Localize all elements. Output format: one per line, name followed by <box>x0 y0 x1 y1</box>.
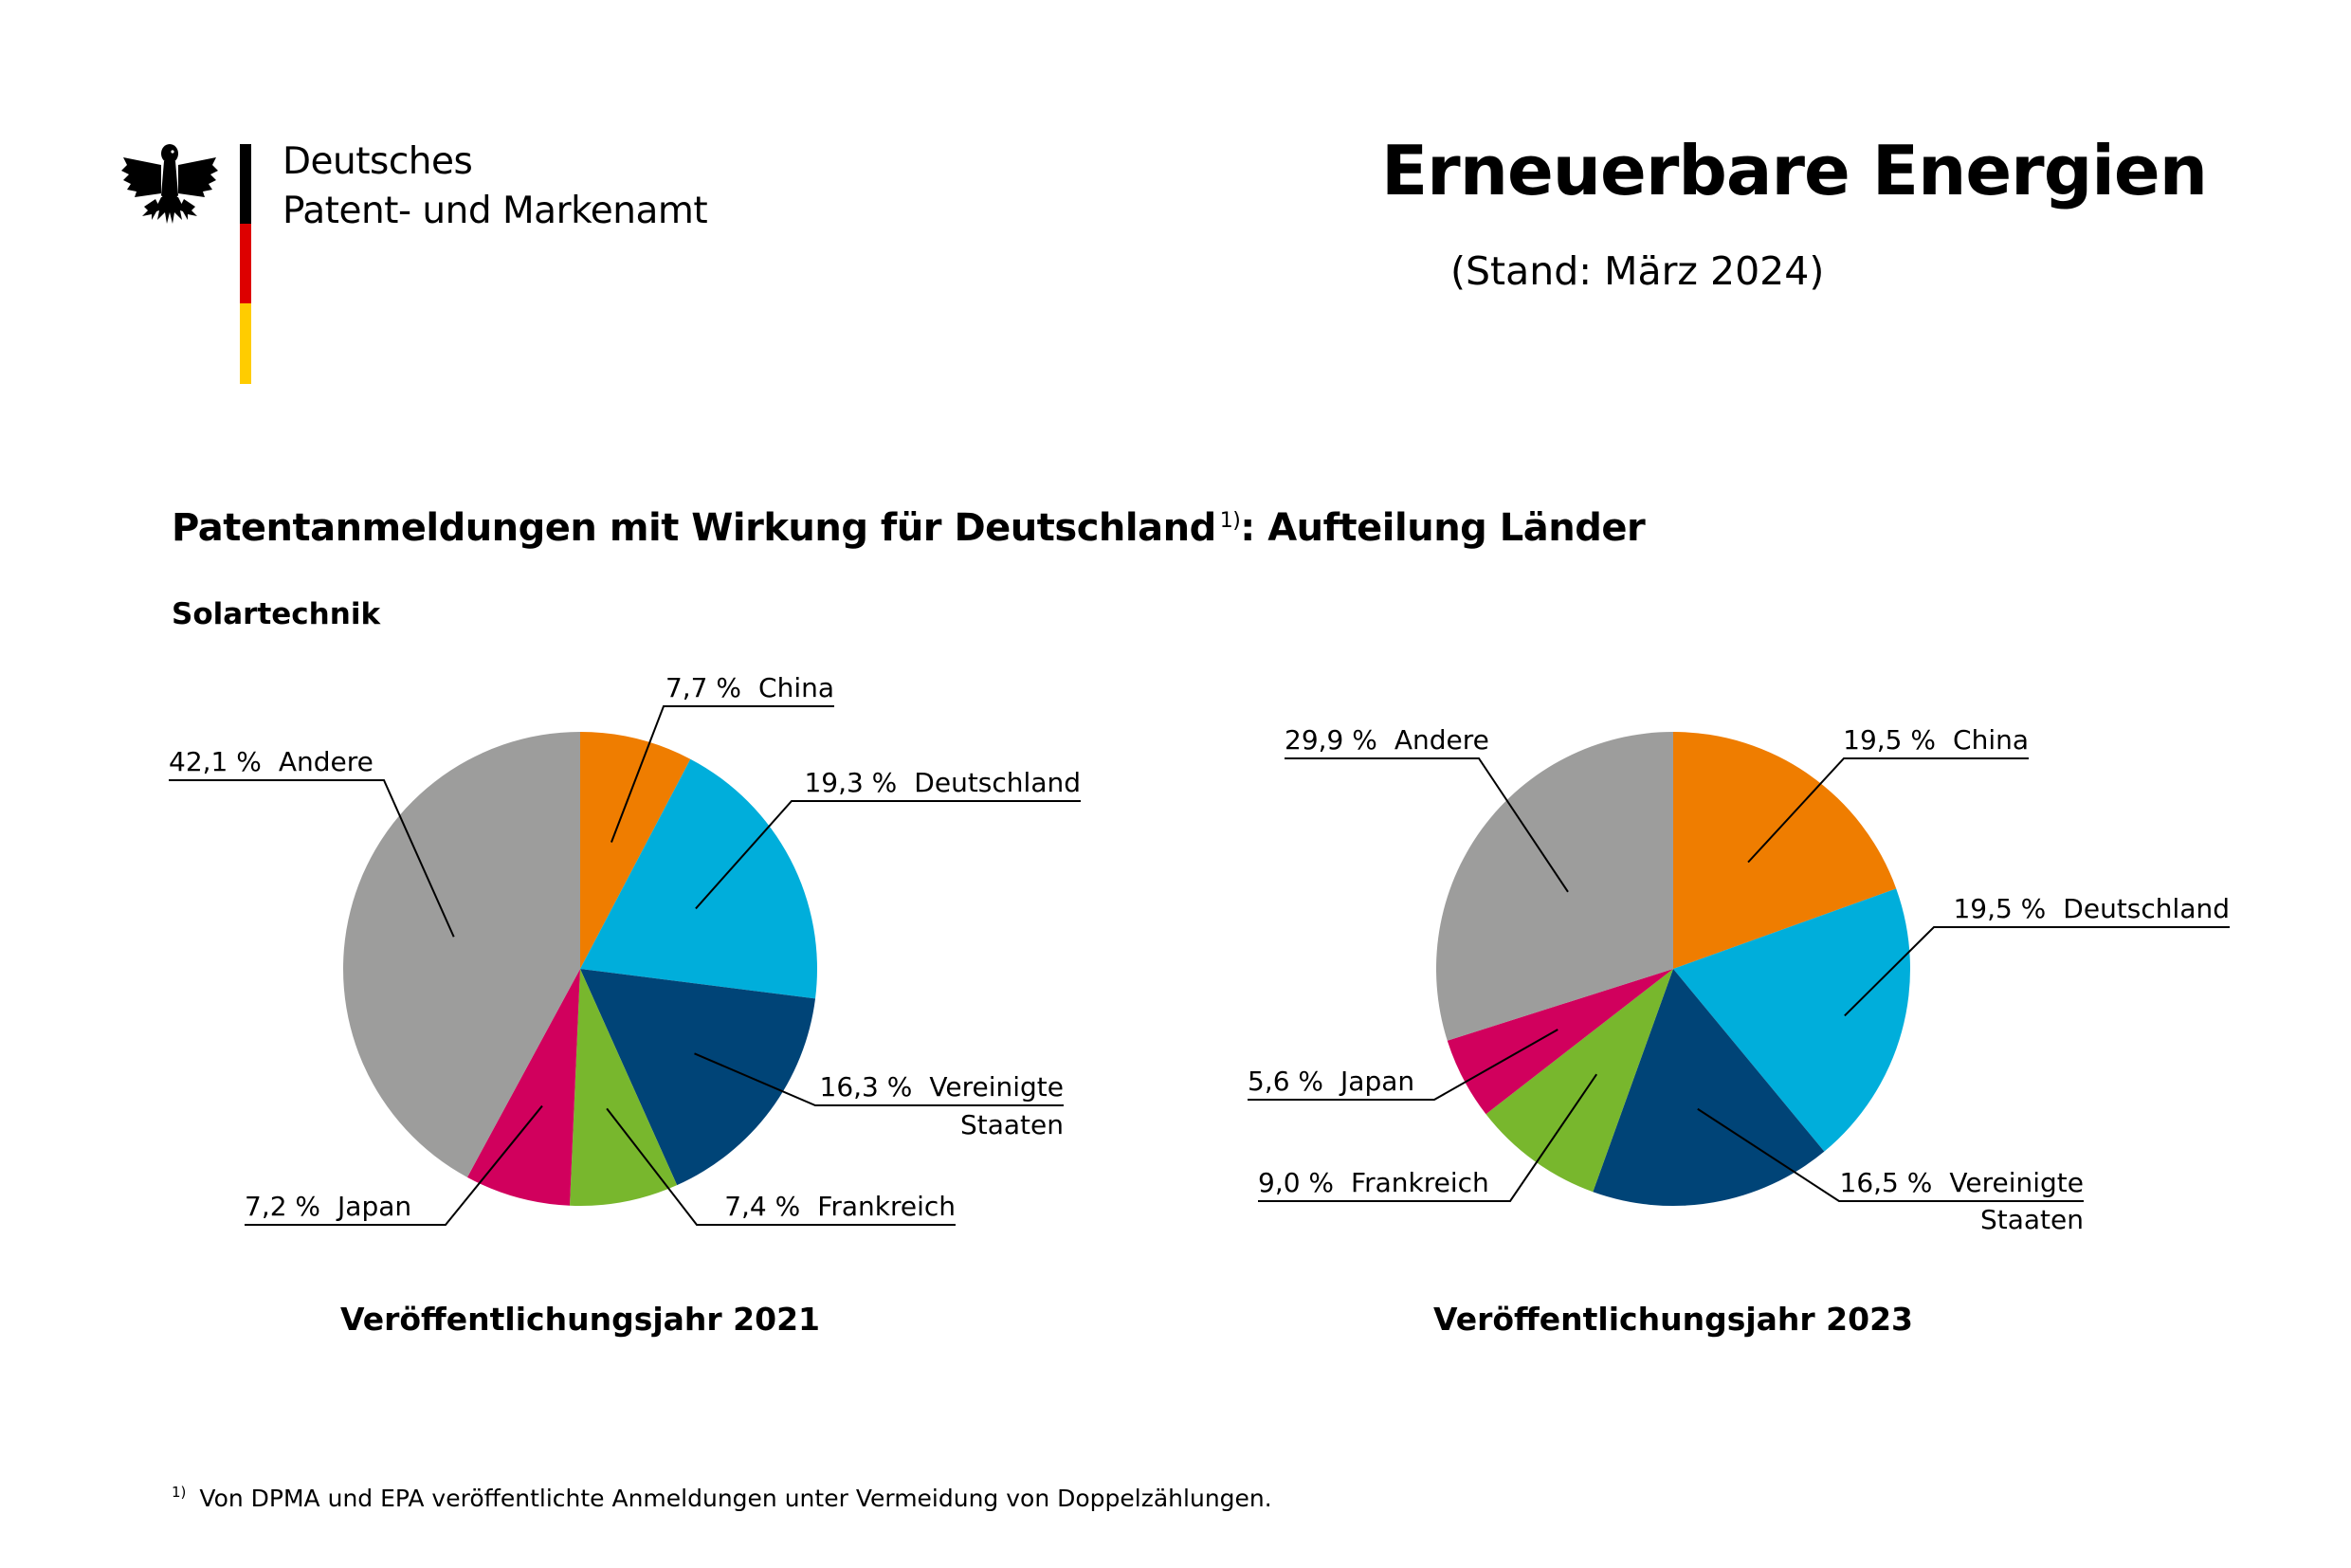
pie-2023-label-deutschland: 19,5 %Deutschland <box>1953 893 2230 924</box>
pie-2023-label-andere: 29,9 %Andere <box>1285 724 1489 756</box>
pie-2021-label-japan: 7,2 %Japan <box>245 1191 411 1222</box>
pie-2023-caption: Veröffentlichungsjahr 2023 <box>1433 1301 1913 1338</box>
pie-2021-caption: Veröffentlichungsjahr 2021 <box>340 1301 820 1338</box>
footnote-marker: 1) <box>172 1484 186 1501</box>
footnote-text: Von DPMA und EPA veröffentlichte Anmeldu… <box>199 1485 1271 1512</box>
pie-2021-label-deutschland: 19,3 %Deutschland <box>804 767 1081 798</box>
pie-2021-label-china: 7,7 %China <box>665 672 834 703</box>
pie-2021-label-vereinigte-staaten-line2: Staaten <box>960 1109 1064 1140</box>
pie-2023-label-japan: 5,6 %Japan <box>1248 1066 1414 1097</box>
pie-2023-label-vereinigte-staaten: 16,5 %Vereinigte <box>1840 1167 2084 1198</box>
pie-2023-label-vereinigte-staaten-line2: Staaten <box>1980 1204 2084 1235</box>
pie-2021-label-frankreich: 7,4 %Frankreich <box>724 1191 956 1222</box>
pie-2023-label-china: 19,5 %China <box>1843 724 2029 756</box>
pie-2021-label-vereinigte-staaten: 16,3 %Vereinigte <box>820 1071 1064 1103</box>
pie-2023-label-frankreich: 9,0 %Frankreich <box>1258 1167 1489 1198</box>
footnote: 1) Von DPMA und EPA veröffentlichte Anmel… <box>172 1484 1272 1512</box>
pie-2021-label-andere: 42,1 %Andere <box>169 746 374 777</box>
